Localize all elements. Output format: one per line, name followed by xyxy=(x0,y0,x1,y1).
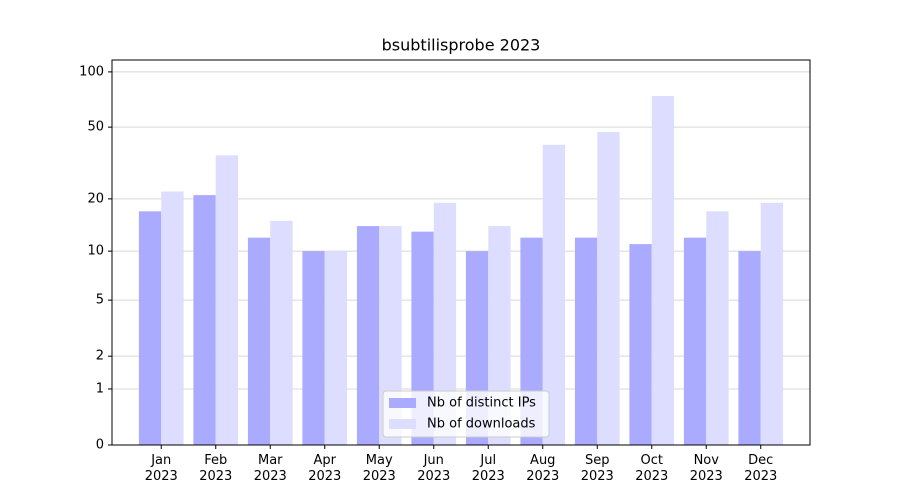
bar xyxy=(542,144,566,446)
x-tick-label: Jun 2023 xyxy=(417,453,451,484)
x-tick-label: Jan 2023 xyxy=(144,453,178,484)
bar xyxy=(629,244,652,445)
bar xyxy=(574,237,598,445)
y-tick-label: 20 xyxy=(87,191,104,206)
x-tick-label: Nov 2023 xyxy=(689,453,723,484)
bar xyxy=(247,237,271,445)
legend: Nb of distinct IPs Nb of downloads xyxy=(382,390,550,438)
y-tick-label: 2 xyxy=(96,349,104,364)
x-tick-label: Sep 2023 xyxy=(580,453,614,484)
bar xyxy=(161,191,184,445)
bar xyxy=(302,251,325,445)
bar xyxy=(651,95,675,446)
bar xyxy=(760,202,784,445)
legend-label: Nb of downloads xyxy=(427,417,536,432)
bar xyxy=(193,195,216,445)
x-tick-label: May 2023 xyxy=(362,453,396,484)
y-tick-label: 50 xyxy=(87,120,104,135)
bar xyxy=(597,132,620,446)
plot-frame xyxy=(111,59,811,446)
x-tick-label: Apr 2023 xyxy=(308,453,342,484)
legend-swatch xyxy=(389,419,416,429)
x-tick-label: Oct 2023 xyxy=(635,453,669,484)
bar xyxy=(433,202,457,445)
x-tick-label: Jul 2023 xyxy=(471,453,505,484)
bar xyxy=(138,211,162,445)
legend-box xyxy=(382,390,550,438)
legend-label: Nb of distinct IPs xyxy=(427,396,536,411)
bar xyxy=(683,237,707,445)
y-tick-label: 0 xyxy=(96,438,104,453)
chart-title: bsubtilisprobe 2023 xyxy=(382,36,541,55)
x-tick-label: Mar 2023 xyxy=(253,453,287,484)
x-tick-label: Aug 2023 xyxy=(526,453,560,484)
bar xyxy=(324,251,348,445)
x-tick-label: Feb 2023 xyxy=(199,453,233,484)
bar xyxy=(356,226,380,445)
y-tick-label: 10 xyxy=(87,244,104,259)
y-tick-label: 1 xyxy=(96,381,104,396)
bar xyxy=(488,226,511,445)
bar xyxy=(270,220,293,445)
legend-swatch xyxy=(389,398,416,408)
y-tick-label: 5 xyxy=(96,293,104,308)
x-tick-label: Dec 2023 xyxy=(744,453,778,484)
bar xyxy=(706,211,729,445)
bar xyxy=(215,155,239,445)
y-tick-label: 100 xyxy=(79,64,104,79)
bar xyxy=(738,251,761,445)
bar xyxy=(379,226,402,445)
